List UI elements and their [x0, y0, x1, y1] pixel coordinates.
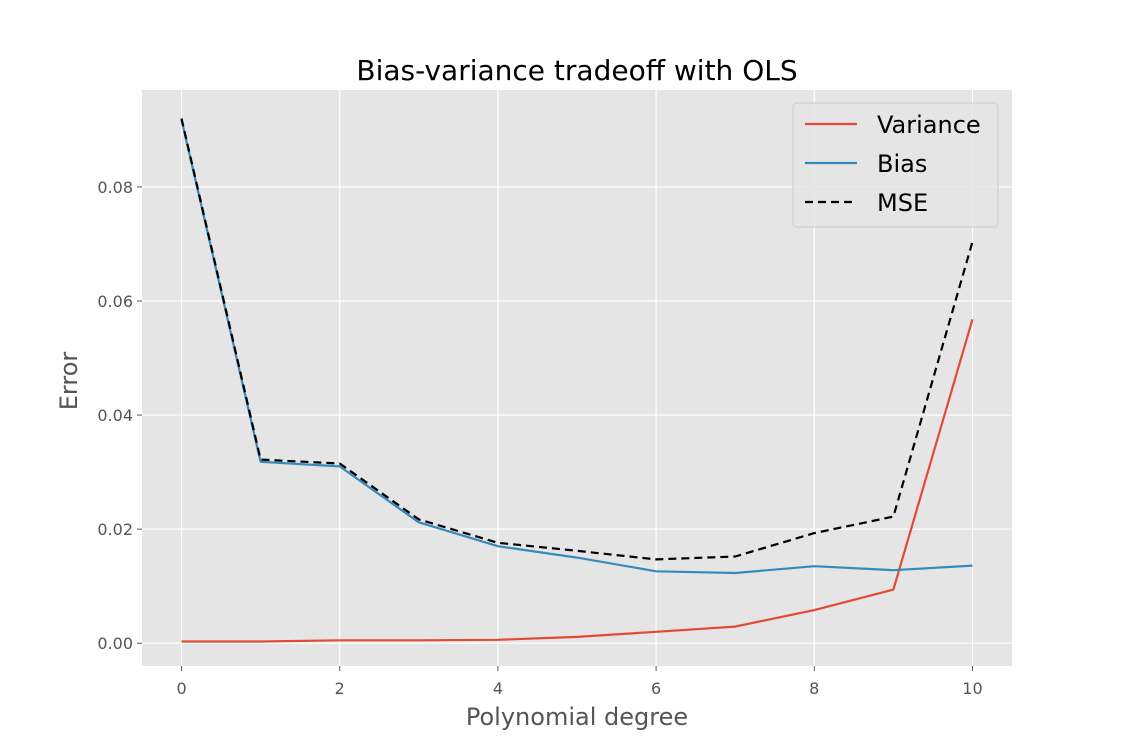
y-tick-label: 0.04 [97, 406, 133, 425]
y-tick-label: 0.02 [97, 520, 133, 539]
y-tick-label: 0.06 [97, 292, 133, 311]
y-tick-label: 0.00 [97, 634, 133, 653]
y-tick-label: 0.08 [97, 178, 133, 197]
legend: Variance Bias MSE [792, 102, 999, 228]
series-line-bias [180, 119, 973, 575]
legend-label-variance: Variance [877, 111, 981, 139]
x-tick-label: 8 [809, 679, 819, 698]
x-axis-label: Polynomial degree [466, 703, 688, 731]
series-line-variance [181, 318, 974, 643]
y-axis-label: Error [55, 352, 83, 411]
x-tick-label: 4 [493, 679, 503, 698]
series-line-mse [180, 118, 974, 561]
legend-label-mse: MSE [877, 189, 928, 217]
x-tick-label: 10 [962, 679, 982, 698]
legend-box [792, 102, 999, 228]
x-tick-label: 6 [651, 679, 661, 698]
legend-label-bias: Bias [877, 150, 927, 178]
chart-title: Bias-variance tradeoff with OLS [356, 54, 797, 87]
series-lines [180, 118, 974, 643]
x-tick-label: 2 [335, 679, 345, 698]
x-tick-label: 0 [176, 679, 186, 698]
axis-ticks: 0 2 4 6 8 10 0.00 0.02 0.04 0.06 0.08 [97, 178, 982, 698]
